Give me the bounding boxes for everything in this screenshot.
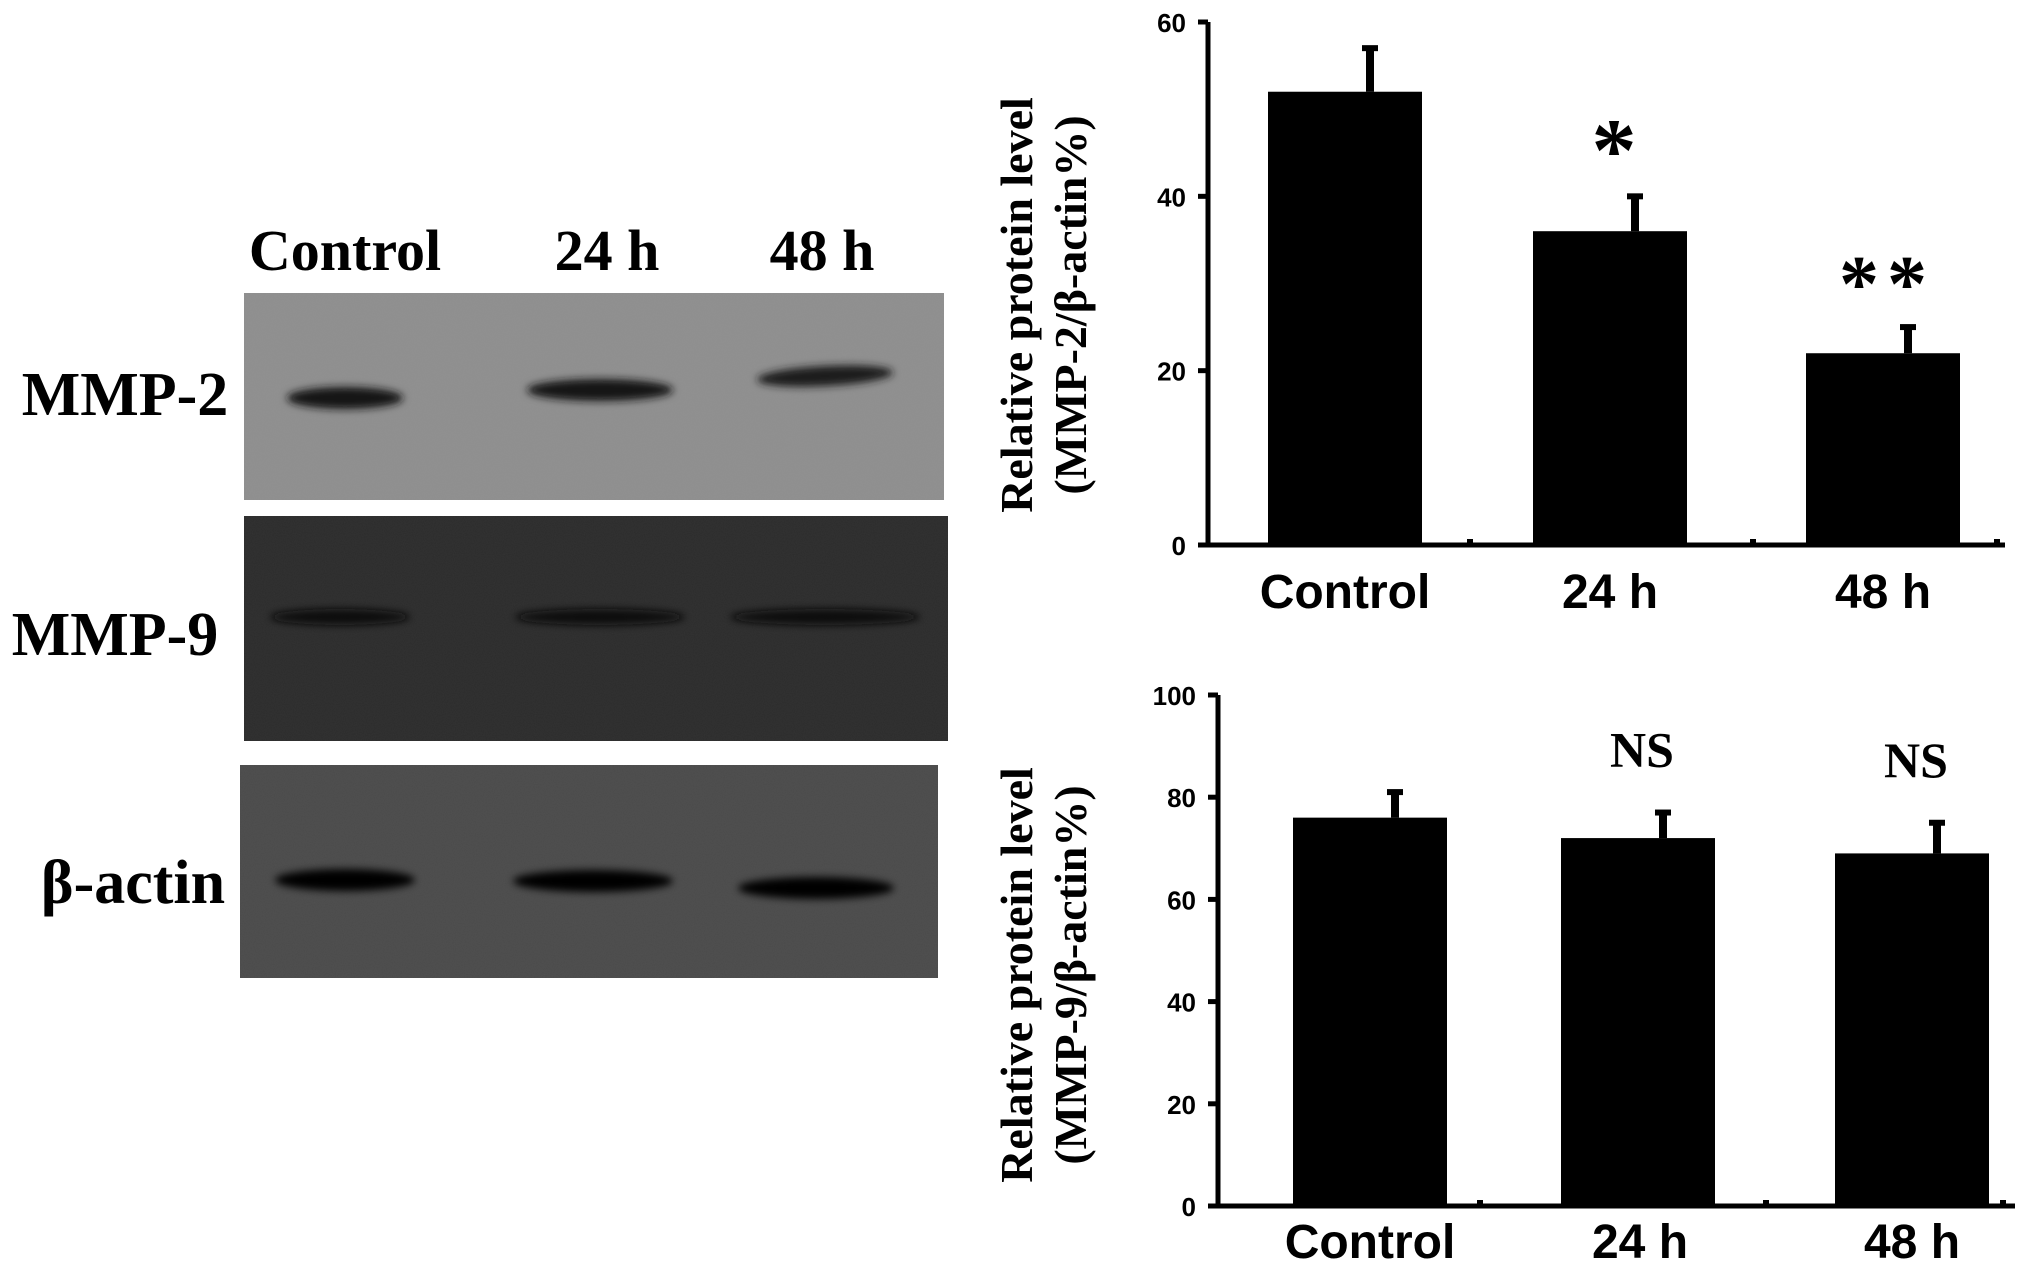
y-axis-label-unit: (MMP-2/β-actin%) [1045,115,1096,494]
bar [1293,817,1447,1206]
category-label: 48 h [1835,566,1931,619]
y-tick-label: 20 [1167,1090,1196,1120]
mmp2-bar-chart: Relative protein level (MMP-2/β-actin%) … [991,8,2005,619]
y-tick-label: 40 [1167,988,1196,1018]
y-tick-label: 60 [1167,885,1196,915]
band [270,609,410,625]
band [738,877,894,899]
bar [1835,853,1989,1206]
category-label: 48 h [1864,1216,1960,1266]
significance-marker: NS [1610,722,1674,778]
bar [1533,231,1687,545]
significance-marker: ** [1839,241,1935,329]
band [275,869,415,891]
row-label-actin: β-actin [41,849,225,917]
lane-label-control: Control [249,218,441,283]
y-axis-label: Relative protein level [991,97,1042,513]
category-label: 24 h [1592,1216,1688,1266]
category-label: 24 h [1562,566,1658,619]
band [287,387,403,409]
band [757,365,893,387]
bar [1561,838,1715,1206]
band [730,609,920,625]
significance-marker: NS [1884,732,1948,788]
row-label-mmp9: MMP-9 [12,601,219,669]
y-tick-label: 60 [1157,8,1186,38]
band [513,870,673,892]
category-label: Control [1285,1216,1456,1266]
bar [1268,91,1422,545]
bar [1806,353,1960,545]
y-tick-label: 100 [1153,681,1196,711]
y-axis-label-unit: (MMP-9/β-actin%) [1045,785,1096,1164]
lane-label-24h: 24 h [555,218,660,283]
western-blot: Control 24 h 48 h MMP-2 MMP-9 β-actin [12,218,948,978]
lane-label-48h: 48 h [770,218,875,283]
y-axis-label: Relative protein level [991,767,1042,1183]
significance-marker: * [1592,101,1637,200]
y-tick-label: 80 [1167,783,1196,813]
y-tick-label: 0 [1182,1192,1196,1222]
y-tick-label: 40 [1157,182,1186,212]
category-label: Control [1260,566,1431,619]
y-tick-label: 0 [1172,531,1186,561]
band [527,379,673,401]
y-tick-label: 20 [1157,357,1186,387]
band [515,609,685,625]
mmp9-bar-chart: Relative protein level (MMP-9/β-actin%) … [991,681,2015,1266]
row-label-mmp2: MMP-2 [22,361,229,429]
